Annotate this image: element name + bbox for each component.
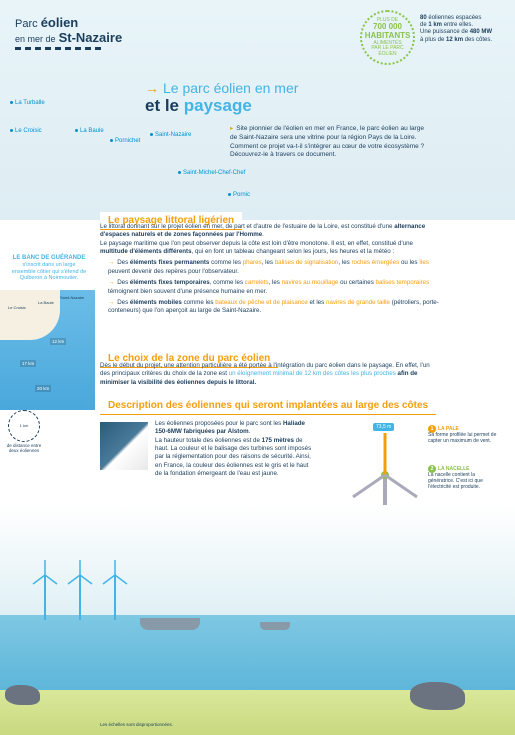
city-label: Pornichet — [110, 138, 140, 144]
guerande-callout: LE BANC DE GUÉRANDE s'inscrit dans un la… — [10, 255, 88, 282]
mini-map: Le Croisic La Baule Saint-Nazaire 12 km … — [0, 290, 95, 410]
city-label: Le Croisic — [10, 128, 42, 134]
section3-content: Les éoliennes proposées pour le parc son… — [155, 420, 315, 479]
ship-icon — [140, 618, 200, 630]
infographic-page: Parc éolien en mer de St-Nazaire PLUS DE… — [0, 0, 515, 735]
city-label: Pornic — [228, 192, 250, 198]
logo-enmer: en mer de — [15, 34, 56, 44]
section2-content: Dès le début du projet, une attention pa… — [100, 362, 440, 387]
turbine-icon — [30, 560, 60, 620]
dim-blade: 73,5 m — [373, 423, 394, 431]
section1-content: Le littoral donnant sur le projet éolien… — [100, 223, 440, 316]
logo-eolien: éolien — [41, 15, 79, 30]
diagram-item: 1LA PALESa forme profilée lui permet de … — [428, 425, 500, 445]
city-label: La Turballe — [10, 100, 45, 106]
green-badge: PLUS DE 700 000 HABITANTS ALIMENTÉS PAR … — [360, 10, 415, 65]
logo-underline — [15, 47, 105, 50]
intro-text: ▸Site pionnier de l'éolien en mer en Fra… — [230, 125, 430, 160]
logo-parc: Parc — [15, 18, 38, 30]
city-label: La Baule — [75, 128, 104, 134]
main-title: →Le parc éolien en mer et le paysage — [145, 80, 298, 116]
logo-stnaz: St-Nazaire — [59, 30, 123, 45]
distance-label: 1 km de distance entre deux éoliennes — [5, 410, 43, 454]
footnote: Les échelles sont disproportionnées. — [100, 722, 173, 727]
turbine-icon — [100, 560, 130, 620]
city-label: Saint-Michel-Chef-Chef — [178, 170, 245, 176]
turbine-photo — [100, 422, 148, 470]
logo-header: Parc éolien en mer de St-Nazaire — [15, 15, 122, 50]
city-label: Saint-Nazaire — [150, 132, 191, 138]
diagram-item: 2LA NACELLELa nacelle contient la généra… — [428, 465, 500, 490]
turbine-icon — [65, 560, 95, 620]
ship-icon — [260, 622, 290, 630]
section3-heading: Description des éoliennes qui seront imp… — [100, 395, 436, 415]
stats-text: 80 éoliennes espacées de 1 km entre elle… — [420, 15, 505, 44]
sea-illustration — [0, 505, 515, 735]
